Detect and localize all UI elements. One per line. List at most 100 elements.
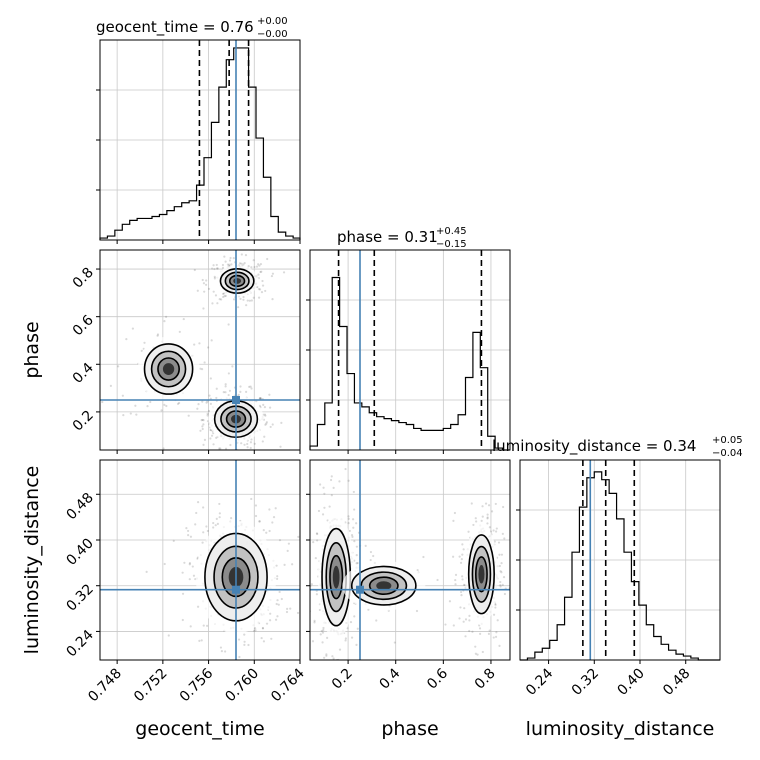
x-tick-label: 0.752 (131, 666, 171, 706)
scatter-point (296, 611, 300, 615)
scatter-point (499, 585, 502, 588)
scatter-point (253, 629, 256, 633)
scatter-point (462, 548, 465, 551)
scatter-point (224, 447, 228, 450)
scatter-point (463, 607, 466, 610)
scatter-point (90, 361, 92, 363)
scatter-point (243, 261, 246, 265)
scatter-point (212, 264, 215, 267)
panel-inner (90, 250, 300, 456)
xlabel-geocent-time: geocent_time (135, 718, 264, 740)
scatter-point (280, 597, 283, 601)
scatter-point (332, 486, 335, 489)
scatter-point (229, 443, 232, 447)
scatter-point (238, 262, 242, 265)
scatter-point (249, 446, 252, 450)
scatter-point (352, 490, 355, 494)
scatter-point (252, 296, 255, 299)
scatter-point (227, 323, 230, 326)
scatter-point (210, 267, 214, 270)
scatter-point (214, 294, 218, 297)
scatter-point (202, 531, 205, 534)
scatter-point (202, 506, 205, 509)
scatter-point (228, 263, 231, 266)
scatter-point (212, 521, 215, 525)
scatter-point (188, 562, 192, 565)
scatter-point (197, 403, 200, 406)
scatter-point (316, 532, 319, 536)
scatter-point (202, 624, 205, 627)
scatter-point (203, 290, 206, 293)
scatter-point (222, 295, 225, 299)
scatter-point (369, 558, 372, 562)
scatter-point (494, 502, 497, 506)
scatter-point (321, 685, 323, 687)
scatter-point (160, 409, 163, 412)
scatter-point (286, 607, 289, 610)
scatter-point (208, 394, 211, 397)
scatter-point (272, 454, 274, 456)
scatter-point (261, 279, 264, 283)
scatter-point (176, 402, 180, 405)
scatter-point (240, 253, 243, 256)
truth-marker (232, 585, 240, 594)
scatter-point (351, 518, 355, 521)
scatter-point (237, 638, 241, 641)
scatter-point (484, 502, 488, 505)
scatter-point (286, 549, 289, 552)
scatter-point (335, 665, 337, 667)
scatter-point (338, 480, 341, 483)
scatter-point (207, 287, 211, 290)
panel-frame (99, 249, 301, 451)
scatter-point (499, 570, 502, 573)
scatter-point (330, 475, 333, 478)
scatter-point (488, 526, 491, 529)
scatter-point (464, 635, 467, 638)
scatter-point (276, 599, 279, 602)
title-geocent-time-main: geocent_time = 0.76 (96, 18, 254, 37)
scatter-point (259, 270, 262, 274)
scatter-point (243, 633, 246, 636)
scatter-point (259, 397, 262, 400)
x-tick-label: 0.760 (222, 666, 262, 706)
scatter-point (478, 627, 482, 630)
scatter-point (268, 529, 271, 533)
scatter-point (352, 526, 355, 529)
scatter-point (254, 504, 258, 507)
scatter-point (415, 609, 419, 613)
scatter-point (216, 302, 219, 305)
scatter-point (218, 447, 221, 450)
scatter-point (263, 413, 267, 416)
scatter-point (156, 334, 159, 337)
x-tick-label: 0.6 (424, 665, 451, 692)
scatter-point (355, 553, 358, 557)
scatter-point (216, 522, 219, 525)
y-tick-label: 0.2 (70, 407, 97, 434)
scatter-point (501, 532, 504, 535)
title-phase: phase = 0.31 +0.45 −0.15 (337, 226, 467, 250)
scatter-point (192, 574, 196, 577)
scatter-point (263, 435, 266, 438)
scatter-point (261, 626, 265, 630)
scatter-point (393, 641, 396, 644)
scatter-point (452, 555, 455, 558)
scatter-point (264, 289, 267, 293)
scatter-point (464, 618, 468, 621)
scatter-point (222, 391, 225, 394)
scatter-point (349, 620, 353, 624)
scatter-point (369, 550, 373, 554)
title-phase-main: phase = 0.31 (337, 228, 438, 246)
scatter-point (226, 263, 230, 266)
scatter-point (496, 619, 499, 622)
scatter-point (212, 290, 215, 293)
scatter-point (181, 592, 185, 595)
scatter-point (261, 627, 265, 630)
scatter-point (265, 622, 269, 625)
scatter-point (271, 521, 274, 524)
scatter-point (257, 288, 261, 291)
scatter-point (481, 505, 484, 508)
scatter-point (344, 637, 347, 640)
scatter-point (275, 602, 278, 606)
ylabel-phase: phase (21, 321, 43, 378)
scatter-point (462, 583, 466, 586)
